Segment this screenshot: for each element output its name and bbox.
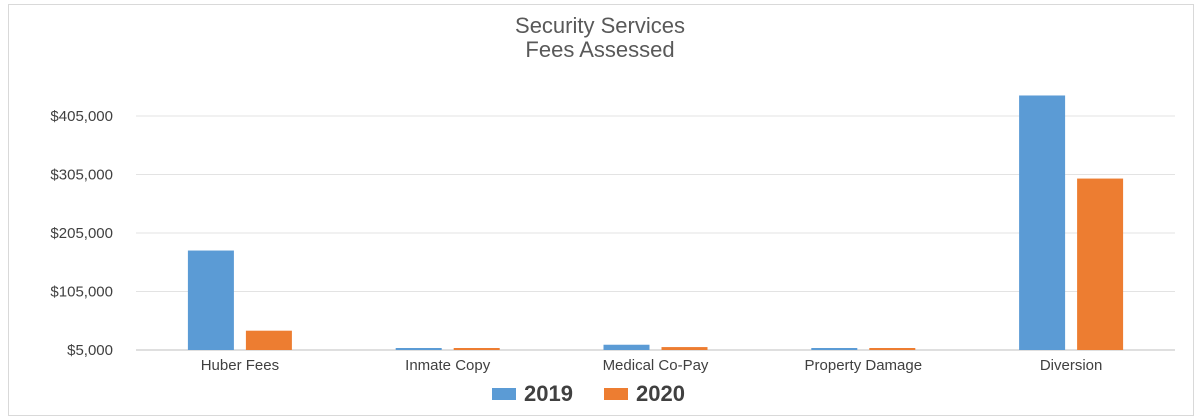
- bars: [187, 95, 1124, 350]
- y-tick-label-1: $105,000: [50, 283, 113, 300]
- legend-swatch-2019: [492, 388, 516, 400]
- bar-2020-0: [245, 330, 292, 350]
- x-axis-categories: Huber Fees Inmate Copy Medical Co-Pay Prope…: [201, 357, 1103, 374]
- y-axis-ticks: $5,000 $105,000 $205,000 $305,000 $405,000: [50, 108, 113, 359]
- category-label-1: Inmate Copy: [405, 357, 491, 374]
- chart-frame: Security Services Fees Assessed $5,000 $1…: [8, 4, 1194, 416]
- category-label-0: Huber Fees: [201, 357, 279, 374]
- legend-swatch-2020: [604, 388, 628, 400]
- category-label-2: Medical Co-Pay: [603, 357, 709, 374]
- bar-2020-3: [869, 348, 916, 350]
- bar-2020-1: [453, 348, 500, 350]
- chart-title-line-1: Security Services: [515, 13, 685, 38]
- bar-2019-0: [187, 250, 234, 350]
- category-label-3: Property Damage: [805, 357, 923, 374]
- bar-2019-4: [1019, 95, 1066, 350]
- legend-label-2019: 2019: [524, 381, 573, 406]
- legend: 2019 2020: [492, 381, 685, 406]
- y-tick-label-3: $305,000: [50, 166, 113, 183]
- category-label-4: Diversion: [1040, 357, 1103, 374]
- bar-2019-2: [603, 344, 650, 350]
- bar-2019-1: [395, 348, 442, 350]
- chart-title-line-2: Fees Assessed: [525, 37, 674, 62]
- y-tick-label-4: $405,000: [50, 108, 113, 125]
- gridlines: [136, 115, 1175, 351]
- y-tick-label-2: $205,000: [50, 225, 113, 242]
- bar-2020-2: [661, 347, 708, 350]
- legend-label-2020: 2020: [636, 381, 685, 406]
- bar-chart: Security Services Fees Assessed $5,000 $1…: [50, 13, 1175, 406]
- bar-2019-3: [811, 348, 858, 350]
- y-tick-label-0: $5,000: [67, 342, 113, 359]
- bar-2020-4: [1077, 178, 1124, 350]
